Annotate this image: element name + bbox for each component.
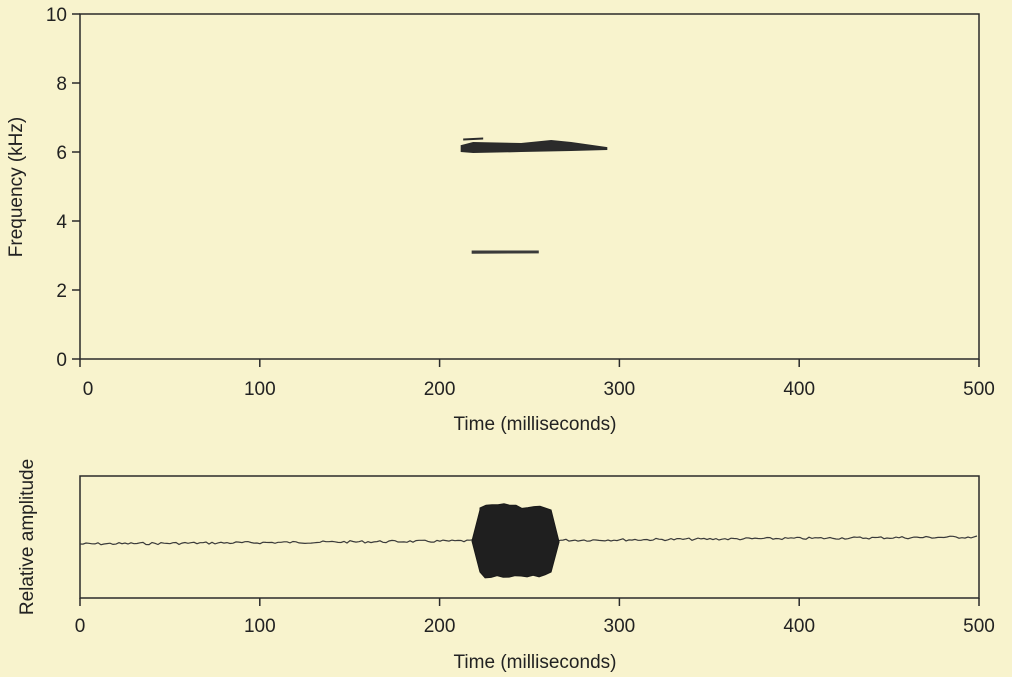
spectrogram-y-tick-label: 0 — [56, 350, 67, 371]
spectrogram-x-tick-label: 200 — [424, 379, 456, 400]
amplitude-frame — [79, 475, 980, 599]
spectrogram-trace — [471, 250, 539, 254]
spectrogram-y-ticks: 0 2 4 6 8 10 — [46, 5, 80, 371]
amplitude-burst — [471, 503, 560, 579]
amplitude-x-ticks: 0 100 200 300 400 500 — [75, 598, 995, 637]
spectrogram-y-tick-label: 4 — [56, 212, 67, 233]
amplitude-x-tick-label: 200 — [424, 616, 456, 637]
amplitude-x-tick-label: 300 — [604, 616, 636, 637]
spectrogram-frame — [79, 13, 980, 360]
spectrogram-x-tick-label: 100 — [244, 379, 276, 400]
amplitude-x-tick-label: 400 — [783, 616, 815, 637]
spectrogram-traces — [460, 137, 608, 254]
spectrogram-y-tick-label: 2 — [56, 281, 67, 302]
amplitude-x-tick-label: 100 — [244, 616, 276, 637]
spectrogram-x-tick-label: 400 — [783, 379, 815, 400]
amplitude-x-tick-label: 0 — [75, 616, 86, 637]
spectrogram-x-tick-label: 500 — [963, 379, 995, 400]
spectrogram-x-ticks: 0 100 200 300 400 500 — [79, 359, 995, 400]
amplitude-y-axis-label: Relative amplitude — [17, 459, 38, 615]
spectrogram-x-tick-label: 300 — [604, 379, 636, 400]
spectrogram-x-axis-label: Time (milliseconds) — [454, 414, 617, 435]
spectrogram-y-axis-label: Frequency (kHz) — [6, 117, 27, 257]
amplitude-panel: 0 100 200 300 400 500 Time (milliseconds) Rel… — [17, 459, 995, 673]
spectrogram-trace — [460, 140, 608, 154]
spectrogram-y-tick-label: 10 — [46, 5, 67, 26]
spectrogram-y-tick-label: 6 — [56, 143, 67, 164]
spectrogram-panel: 0 100 200 300 400 500 0 2 4 6 8 10 Time (milliseco… — [6, 5, 995, 435]
amplitude-x-tick-label: 500 — [963, 616, 995, 637]
spectrogram-y-tick-label: 8 — [56, 74, 67, 95]
spectrogram-x-tick-label: 0 — [83, 379, 94, 400]
amplitude-x-axis-label: Time (milliseconds) — [454, 652, 617, 673]
spectrogram-trace-fragment — [463, 137, 484, 141]
